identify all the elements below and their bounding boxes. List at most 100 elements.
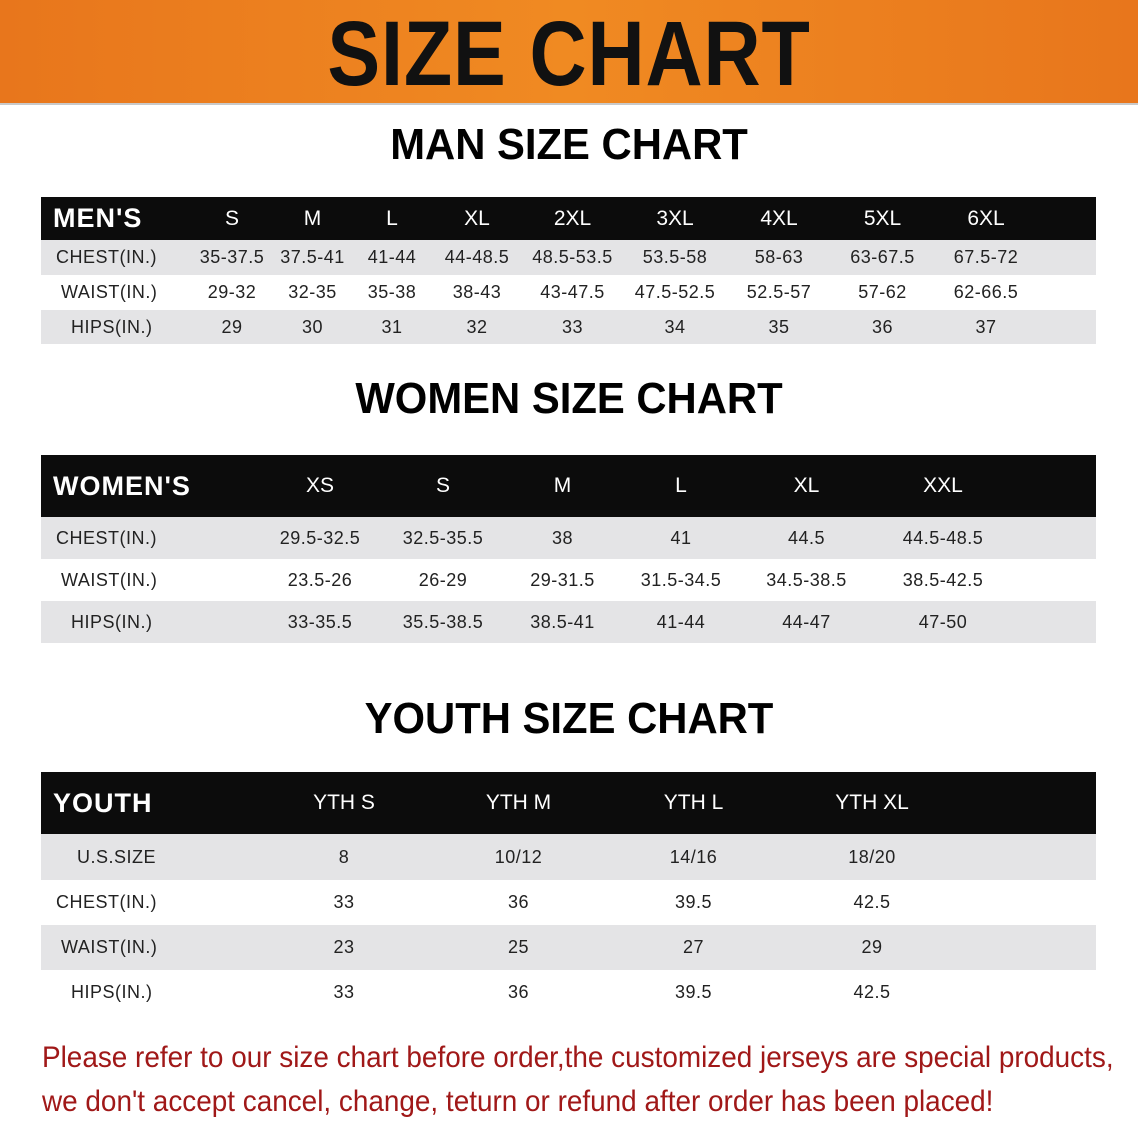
table-cell: 23 [256, 925, 432, 970]
table-row: U.S.SIZE 8 10/12 14/16 18/20 [41, 834, 1096, 880]
title-banner: SIZE CHART [0, 0, 1138, 105]
table-cell: 35.5-38.5 [382, 601, 504, 643]
youth-header-row: YOUTH YTH S YTH M YTH L YTH XL [41, 772, 1096, 834]
size-header-xs: XS [258, 455, 382, 517]
table-cell: 38-43 [432, 275, 522, 310]
header-spacer [1038, 197, 1096, 240]
size-header-5xl: 5XL [831, 197, 934, 240]
table-cell: 38.5-42.5 [872, 559, 1014, 601]
table-cell: 38 [504, 517, 621, 559]
disclaimer-note: Please refer to our size chart before or… [42, 1036, 1114, 1124]
youth-size-table: YOUTH YTH S YTH M YTH L YTH XL U.S.SIZE 8 10/12… [41, 772, 1096, 1015]
table-cell: 43-47.5 [522, 275, 623, 310]
table-row: WAIST(IN.) 23 25 27 29 [41, 925, 1096, 970]
women-header-label: WOMEN'S [41, 455, 258, 517]
table-cell: 44-47 [741, 601, 872, 643]
youth-section-title: YOUTH SIZE CHART [364, 694, 774, 743]
table-cell: 58-63 [727, 240, 831, 275]
table-cell: 33-35.5 [258, 601, 382, 643]
cell-spacer [1014, 517, 1096, 559]
row-label: U.S.SIZE [41, 834, 256, 880]
table-cell: 32.5-35.5 [382, 517, 504, 559]
table-cell: 29.5-32.5 [258, 517, 382, 559]
table-cell: 10/12 [432, 834, 605, 880]
size-header-6xl: 6XL [934, 197, 1038, 240]
table-cell: 29 [782, 925, 962, 970]
table-cell: 62-66.5 [934, 275, 1038, 310]
table-cell: 57-62 [831, 275, 934, 310]
youth-header-label: YOUTH [41, 772, 256, 834]
table-cell: 36 [432, 970, 605, 1015]
table-cell: 30 [273, 310, 352, 344]
women-section-title: WOMEN SIZE CHART [355, 374, 783, 423]
header-spacer [962, 772, 1096, 834]
cell-spacer [962, 925, 1096, 970]
table-cell: 36 [831, 310, 934, 344]
table-cell: 37 [934, 310, 1038, 344]
size-header-xl: XL [432, 197, 522, 240]
table-cell: 33 [256, 970, 432, 1015]
row-label: HIPS(IN.) [41, 310, 191, 344]
table-cell: 34 [623, 310, 727, 344]
table-cell: 44.5-48.5 [872, 517, 1014, 559]
size-header-yth-s: YTH S [256, 772, 432, 834]
table-row: WAIST(IN.) 29-32 32-35 35-38 38-43 43-47.5 47.… [41, 275, 1096, 310]
row-label: CHEST(IN.) [41, 880, 256, 925]
table-cell: 41 [621, 517, 741, 559]
table-row: HIPS(IN.) 33 36 39.5 42.5 [41, 970, 1096, 1015]
table-cell: 42.5 [782, 970, 962, 1015]
size-header-yth-xl: YTH XL [782, 772, 962, 834]
size-header-l: L [621, 455, 741, 517]
table-cell: 44-48.5 [432, 240, 522, 275]
table-cell: 29-32 [191, 275, 273, 310]
table-cell: 39.5 [605, 880, 782, 925]
table-cell: 44.5 [741, 517, 872, 559]
men-size-table: MEN'S S M L XL 2XL 3XL 4XL 5XL 6XL CHEST(IN.) 35-37… [41, 197, 1096, 344]
page-title: SIZE CHART [327, 3, 811, 105]
men-header-row: MEN'S S M L XL 2XL 3XL 4XL 5XL 6XL [41, 197, 1096, 240]
row-label: CHEST(IN.) [41, 240, 191, 275]
size-header-s: S [382, 455, 504, 517]
table-cell: 33 [522, 310, 623, 344]
table-cell: 25 [432, 925, 605, 970]
cell-spacer [1038, 310, 1096, 344]
table-cell: 8 [256, 834, 432, 880]
women-size-table: WOMEN'S XS S M L XL XXL CHEST(IN.) 29.5-32.5 32.5… [41, 455, 1096, 643]
table-cell: 42.5 [782, 880, 962, 925]
table-cell: 32-35 [273, 275, 352, 310]
row-label: WAIST(IN.) [41, 275, 191, 310]
table-row: CHEST(IN.) 35-37.5 37.5-41 41-44 44-48.5 48.5… [41, 240, 1096, 275]
cell-spacer [962, 970, 1096, 1015]
table-cell: 29-31.5 [504, 559, 621, 601]
size-header-xxl: XXL [872, 455, 1014, 517]
size-header-2xl: 2XL [522, 197, 623, 240]
table-cell: 35-37.5 [191, 240, 273, 275]
table-cell: 31.5-34.5 [621, 559, 741, 601]
size-header-m: M [273, 197, 352, 240]
table-cell: 47.5-52.5 [623, 275, 727, 310]
table-cell: 41-44 [352, 240, 432, 275]
table-row: HIPS(IN.) 29 30 31 32 33 34 35 36 37 [41, 310, 1096, 344]
men-section-title: MAN SIZE CHART [390, 120, 748, 169]
table-cell: 41-44 [621, 601, 741, 643]
size-header-l: L [352, 197, 432, 240]
size-header-4xl: 4XL [727, 197, 831, 240]
table-cell: 35-38 [352, 275, 432, 310]
table-cell: 33 [256, 880, 432, 925]
table-cell: 47-50 [872, 601, 1014, 643]
table-cell: 52.5-57 [727, 275, 831, 310]
table-cell: 67.5-72 [934, 240, 1038, 275]
table-cell: 39.5 [605, 970, 782, 1015]
table-cell: 63-67.5 [831, 240, 934, 275]
table-cell: 26-29 [382, 559, 504, 601]
table-cell: 29 [191, 310, 273, 344]
size-header-xl: XL [741, 455, 872, 517]
size-header-3xl: 3XL [623, 197, 727, 240]
table-cell: 14/16 [605, 834, 782, 880]
table-cell: 36 [432, 880, 605, 925]
table-cell: 31 [352, 310, 432, 344]
row-label: CHEST(IN.) [41, 517, 258, 559]
row-label: HIPS(IN.) [41, 601, 258, 643]
table-cell: 48.5-53.5 [522, 240, 623, 275]
table-cell: 27 [605, 925, 782, 970]
